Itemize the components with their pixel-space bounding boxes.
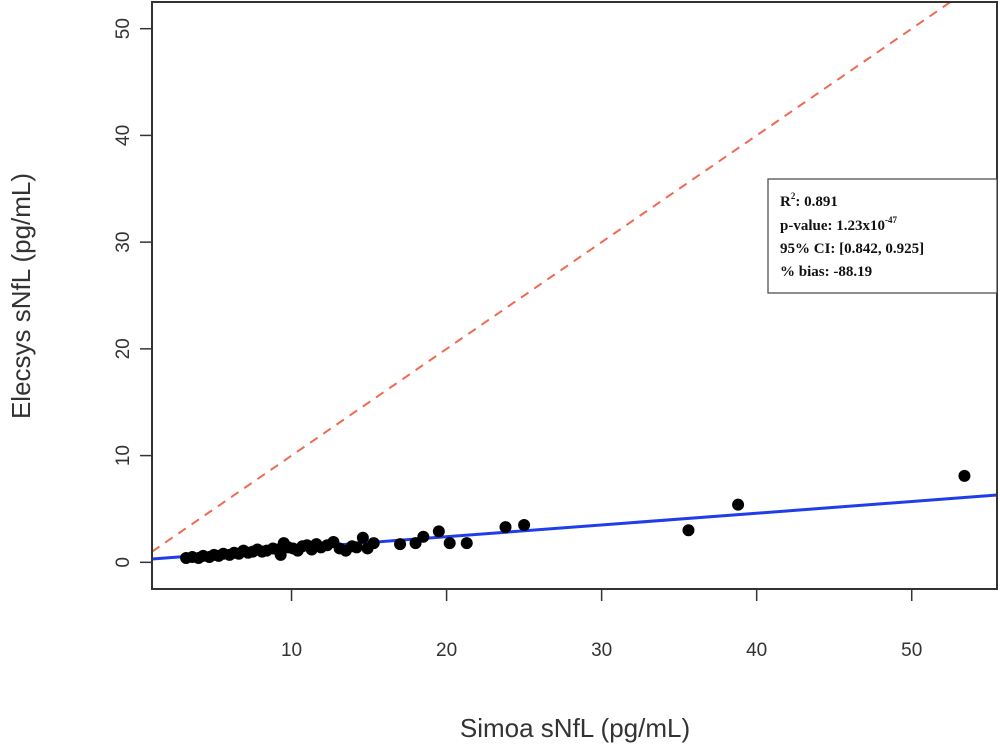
stats-r2: R2: 0.891: [780, 191, 838, 210]
y-tick-label: 50: [113, 18, 134, 39]
y-tick-label: 0: [113, 557, 134, 568]
data-point: [958, 469, 971, 482]
x-axis-title: Simoa sNfL (pg/mL): [460, 713, 690, 743]
x-tick-label: 20: [436, 640, 457, 661]
data-points: [180, 469, 971, 565]
identity-line: [151, 1, 952, 553]
stats-p-value: p-value: 1.23x10-47: [780, 215, 897, 234]
x-tick-label: 30: [591, 640, 612, 661]
y-tick-label: 20: [113, 338, 134, 359]
x-axis: 10 20 30 40 50: [281, 588, 922, 661]
y-tick-label: 40: [113, 125, 134, 146]
identity-line-layer: [151, 1, 952, 553]
y-tick-label: 10: [113, 445, 134, 466]
data-point: [432, 525, 445, 538]
stats-bias: % bias: -88.19: [780, 264, 872, 280]
data-point: [417, 530, 430, 543]
data-point: [274, 548, 287, 561]
stats-legend-box: R2: 0.891 p-value: 1.23x10-47 95% CI: [0…: [767, 178, 998, 294]
x-tick-label: 50: [901, 640, 922, 661]
data-point: [443, 537, 456, 550]
data-point: [367, 537, 380, 550]
y-axis: 0 10 20 30 40 50: [113, 18, 153, 568]
x-tick-label: 40: [746, 640, 767, 661]
data-point: [460, 537, 473, 550]
data-point: [356, 531, 369, 544]
stats-legend-frame: [767, 178, 998, 294]
data-point: [518, 518, 531, 531]
y-tick-label: 30: [113, 232, 134, 253]
data-point: [499, 521, 512, 534]
stats-ci: 95% CI: [0.842, 0.925]: [780, 241, 924, 257]
y-axis-title: Elecsys sNfL (pg/mL): [6, 173, 36, 419]
plot-frame: [151, 1, 998, 590]
data-point: [682, 524, 695, 537]
data-point: [394, 538, 407, 551]
data-point: [732, 498, 745, 511]
x-tick-label: 10: [281, 640, 302, 661]
data-point: [350, 541, 363, 554]
